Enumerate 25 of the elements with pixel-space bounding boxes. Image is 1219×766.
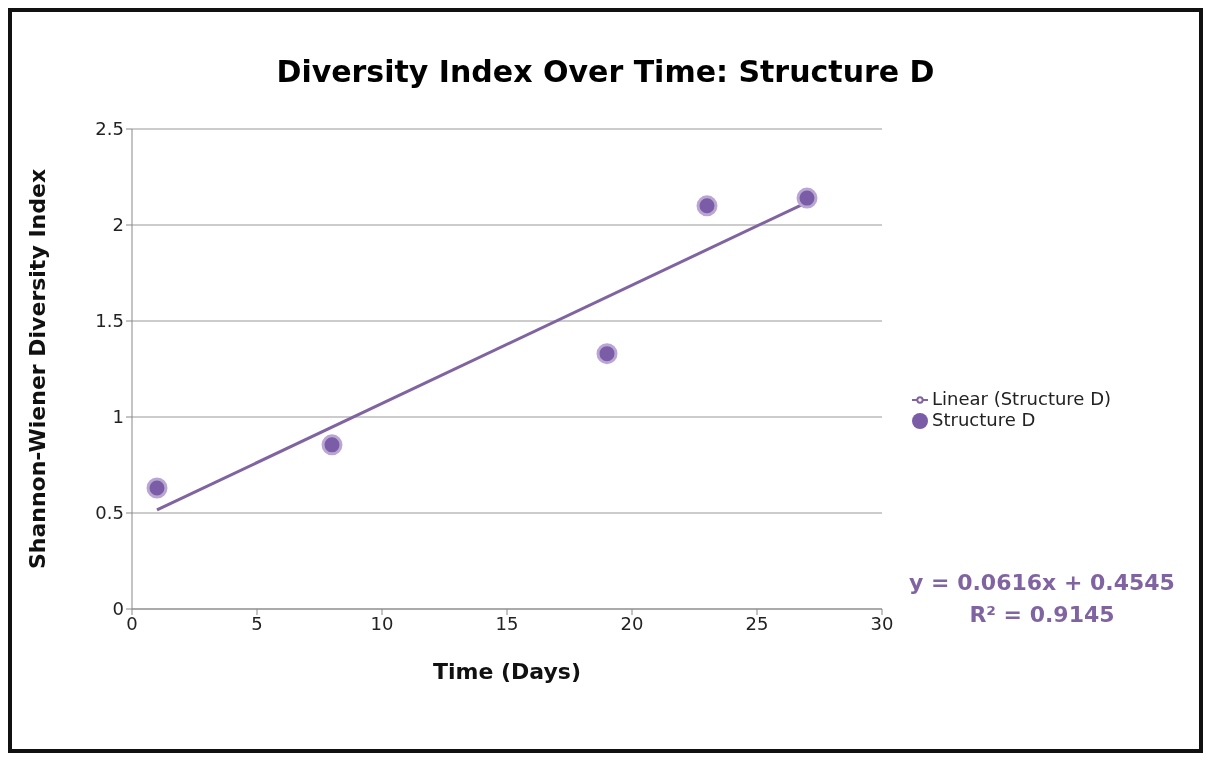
y-tick-label: 0.5 xyxy=(95,502,124,524)
x-tick-label: 15 xyxy=(495,612,519,634)
x-tick-label: 0 xyxy=(126,612,138,634)
point xyxy=(596,343,618,365)
y-tick-label: 1.5 xyxy=(95,310,124,332)
y-tick-label: 0 xyxy=(112,598,124,620)
legend-label: Linear (Structure D) xyxy=(932,388,1112,409)
text: R² = 0.9145 xyxy=(968,601,1116,629)
point xyxy=(796,187,818,209)
x-tick-label: 30 xyxy=(870,612,894,634)
point xyxy=(321,434,343,456)
x-axis-title: Time (Days) xyxy=(432,659,582,684)
text: y = 0.0616x + 0.4545 xyxy=(908,569,1176,597)
y-tick-label: 2 xyxy=(112,214,124,236)
y-tick-label: 2.5 xyxy=(95,118,124,140)
y-axis-title: Shannon-Wiener Diversity Index xyxy=(24,168,50,570)
x-tick-label: 5 xyxy=(251,612,263,634)
x-tick-label: 20 xyxy=(620,612,644,634)
point xyxy=(146,477,168,499)
legend-label: Structure D xyxy=(932,409,1036,430)
chart-title: Diversity Index Over Time: Structure D xyxy=(275,54,936,89)
y-tick-label: 1 xyxy=(112,406,124,428)
x-tick-label: 10 xyxy=(370,612,394,634)
point xyxy=(696,195,718,217)
x-tick-label: 25 xyxy=(745,612,769,634)
